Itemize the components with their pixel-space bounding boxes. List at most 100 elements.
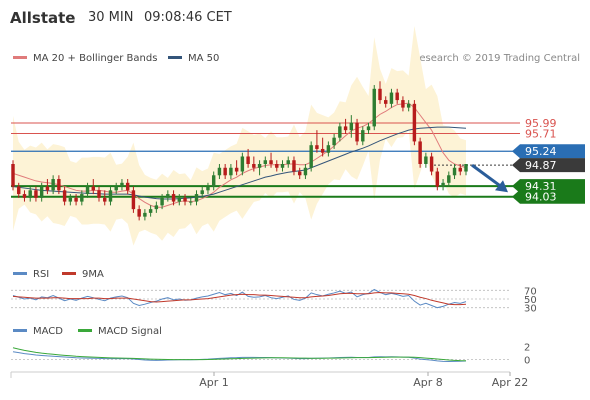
candle-body xyxy=(234,167,239,172)
candle-body xyxy=(429,156,434,172)
macd-tick-label: 2 xyxy=(524,343,530,354)
candle-body xyxy=(406,103,411,108)
candle-body xyxy=(103,197,107,202)
candle-body xyxy=(143,212,147,217)
candle-body xyxy=(171,194,176,202)
timestamp: 09:08:46 CET xyxy=(144,10,232,25)
candle-body xyxy=(194,194,199,202)
candle-body xyxy=(39,186,44,198)
legend-macd-label: MACD xyxy=(33,326,63,337)
candle-body xyxy=(240,156,245,172)
candle-body xyxy=(28,190,32,198)
candle-body xyxy=(45,186,50,191)
rsi-legend: RSI 9MA xyxy=(13,269,104,280)
candle-body xyxy=(263,160,268,164)
candle-body xyxy=(22,194,27,198)
candle-body xyxy=(355,122,359,142)
candle-body xyxy=(361,130,365,142)
macd-tick-label: 0 xyxy=(524,356,530,367)
candle-body xyxy=(57,179,61,191)
candle-body xyxy=(332,137,336,146)
candle-body xyxy=(11,164,15,187)
candle-body xyxy=(418,141,422,164)
legend-macd-signal-label: MACD Signal xyxy=(98,326,162,337)
candle-body xyxy=(389,92,394,104)
candle-body xyxy=(269,160,273,164)
candle-body xyxy=(395,92,399,101)
candle-body xyxy=(160,197,164,206)
last-level-label: 94.87 xyxy=(525,159,557,172)
candle-body xyxy=(62,190,67,202)
candle-body xyxy=(217,167,222,176)
candle-body xyxy=(131,190,136,210)
legend-rsi-label: RSI xyxy=(33,269,49,280)
candle-body xyxy=(120,182,124,187)
candle-body xyxy=(211,175,216,187)
candle-body xyxy=(229,167,233,176)
candle-body xyxy=(441,182,445,187)
candle-body xyxy=(372,88,376,127)
candle-body xyxy=(412,103,417,142)
macd-legend: MACD MACD Signal xyxy=(13,326,162,337)
candle-body xyxy=(51,179,55,191)
candle-body xyxy=(447,175,451,183)
candle-body xyxy=(74,197,78,202)
candle-body xyxy=(384,100,388,104)
rsi-line xyxy=(12,288,467,309)
candle-body xyxy=(200,190,204,195)
candle-body xyxy=(154,205,159,210)
candle-body xyxy=(252,164,256,168)
candle-body xyxy=(309,145,313,168)
support-level-tag xyxy=(512,179,585,194)
support-level-label: 94.03 xyxy=(525,191,557,204)
candle-body xyxy=(85,186,90,195)
candle-body xyxy=(148,209,153,213)
chart-header: Allstate 30 MIN 09:08:46 CET xyxy=(0,0,590,36)
rsi-tick-label: 30 xyxy=(524,304,537,315)
legend-ma20-label: MA 20 + Bollinger Bands xyxy=(33,53,157,64)
candle-body xyxy=(246,156,250,164)
forecast-arrow-shaft xyxy=(471,163,503,189)
rsi-tick-label: 70 xyxy=(524,286,537,297)
candle-body xyxy=(223,167,227,176)
candle-body xyxy=(303,167,308,176)
candle-body xyxy=(137,209,141,217)
legend-ma50-label: MA 50 xyxy=(188,53,219,64)
candle-body xyxy=(320,148,325,153)
candle-body xyxy=(424,156,428,164)
candle-body xyxy=(452,167,457,176)
last-level-tag xyxy=(512,158,585,173)
rsi-tick-label: 50 xyxy=(524,295,537,306)
candle-body xyxy=(206,186,210,191)
candle-body xyxy=(297,171,302,176)
candle-body xyxy=(326,145,331,153)
resistance-level-label: 95.71 xyxy=(525,128,557,141)
candle-body xyxy=(292,160,296,172)
candle-body xyxy=(125,182,130,191)
candle-body xyxy=(343,126,348,131)
candle-body xyxy=(458,167,462,172)
candle-body xyxy=(315,145,319,149)
candle-body xyxy=(349,122,354,131)
instrument-name: Allstate xyxy=(10,9,76,27)
candle-body xyxy=(366,126,371,131)
candle-body xyxy=(189,201,193,203)
x-tick-label: Apr 22 xyxy=(492,376,529,389)
candle-body xyxy=(177,197,182,202)
resistance-level-label: 95.99 xyxy=(525,117,557,130)
support-level-tag xyxy=(512,189,585,204)
price-legend: MA 20 + Bollinger Bands MA 50 Research ©… xyxy=(13,53,580,64)
candle-body xyxy=(464,164,468,172)
candle-body xyxy=(435,171,440,187)
candle-body xyxy=(114,186,118,191)
candle-body xyxy=(34,190,38,198)
candle-body xyxy=(338,126,342,138)
forecast-arrow-head xyxy=(495,180,508,193)
pivot-level-tag xyxy=(512,144,585,159)
candle-body xyxy=(17,186,21,195)
candle-body xyxy=(280,164,285,168)
legend-rsi-ma-label: 9MA xyxy=(82,269,104,280)
x-tick-label: Apr 8 xyxy=(413,376,443,389)
candle-body xyxy=(257,164,262,168)
